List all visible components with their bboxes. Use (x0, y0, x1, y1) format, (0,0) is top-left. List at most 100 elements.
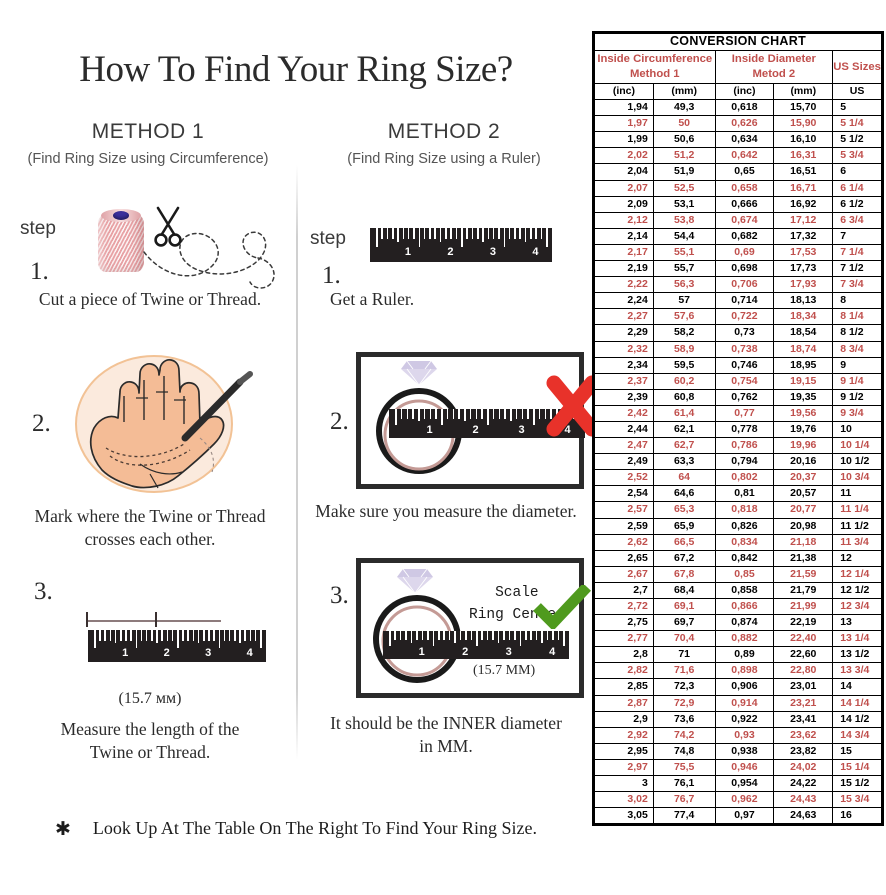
table-cell: 2,92 (594, 726, 654, 744)
table-cell: 0,722 (714, 308, 775, 326)
ruler-tick (249, 630, 252, 641)
table-row: 2,9 73,6 0,922 23,41 14 1/2 (594, 710, 882, 728)
table-cell: 0,682 (714, 227, 775, 245)
table-cell: 8 (832, 292, 882, 310)
table-cell: 10 (832, 420, 882, 439)
table-cell: 2,65 (594, 549, 654, 567)
table-cell: 5 (832, 99, 882, 117)
ruler-tick (208, 630, 210, 641)
ruler-tick (418, 228, 421, 247)
table-cell: 24,02 (773, 758, 834, 777)
ruler-tick (434, 228, 437, 240)
table-cell: 2,47 (594, 437, 654, 455)
ruler-tick (439, 228, 442, 243)
table-cell: 0,818 (714, 501, 775, 519)
ruler-tick (508, 228, 511, 240)
table-cell: 74,2 (652, 726, 716, 744)
instructions-panel: How To Find Your Ring Size? METHOD 1 (Fi… (0, 0, 592, 895)
table-cell: 60,2 (652, 372, 716, 390)
table-row: 2,8 71 0,89 22,60 13 1/2 (594, 646, 882, 664)
table-cell: 0,946 (714, 758, 775, 777)
table-cell: 50,6 (652, 131, 716, 149)
table-cell: 14 1/2 (832, 710, 882, 728)
ruler-number: 2 (462, 645, 469, 658)
table-cell: 0,794 (714, 453, 775, 471)
table-cell: 14 (832, 678, 882, 696)
table-cell: 0,786 (714, 437, 775, 455)
thread-mark-start (86, 612, 88, 627)
table-cell: 0,874 (714, 614, 775, 632)
ruler-number: 3 (518, 424, 525, 437)
table-cell: 23,82 (773, 742, 834, 760)
ruler-tick (504, 409, 506, 419)
method-2-step-1-number: 1. (322, 262, 341, 289)
table-cell: 58,2 (652, 324, 716, 342)
ruler-tick (437, 631, 440, 641)
table-cell: 74,8 (652, 742, 716, 760)
ruler-tick (448, 631, 451, 641)
table-cell: 2,87 (594, 694, 654, 712)
ruler-tick (535, 631, 538, 641)
table-row: 2,07 52,5 0,658 16,71 6 1/4 (594, 179, 882, 197)
table-cell: 76,1 (652, 775, 716, 793)
table-cell: 1,99 (594, 131, 654, 149)
ruler-tick (461, 228, 463, 247)
table-cell: 14 3/4 (832, 726, 882, 744)
ruler-tick (550, 409, 552, 419)
table-cell: 71,6 (652, 662, 716, 680)
table-cell: 2,85 (594, 678, 654, 696)
method-1-step-2-caption: Mark where the Twine or Thread crosses e… (18, 505, 282, 551)
table-cell: 19,96 (773, 437, 834, 455)
method-2-step-3-caption: It should be the INNER diameter in MM. (300, 712, 592, 758)
table-cell: 17,12 (773, 211, 834, 229)
ruler-tick (530, 631, 532, 641)
table-cell: 2,49 (594, 453, 654, 471)
table-row: 2,77 70,4 0,882 22,40 13 1/4 (594, 630, 882, 648)
ruler-number: 4 (246, 646, 253, 659)
table-row: 2,62 66,5 0,834 21,18 11 3/4 (594, 533, 882, 551)
table-cell: 2,29 (594, 324, 654, 342)
table-cell: 0,73 (714, 324, 775, 342)
ruler-tick (530, 228, 532, 240)
table-cell: 0,69 (714, 243, 775, 262)
method-2-measurement: (15.7 MM) (473, 663, 536, 678)
ruler-tick (471, 228, 474, 240)
ruler-tick (432, 631, 435, 647)
method-1-header: METHOD 1 (Find Ring Size using Circumfer… (0, 120, 296, 167)
ruler-tick (109, 630, 112, 641)
ruler-tick (514, 631, 516, 641)
table-cell: 2,97 (594, 758, 654, 777)
ruler-tick (197, 630, 200, 644)
wrong-cross-icon (546, 375, 600, 437)
table-cell: 2,39 (594, 388, 654, 406)
table-cell: 0,89 (714, 646, 775, 664)
table-cell: 5 1/2 (832, 131, 882, 149)
table-header: CONVERSION CHART Inside Circumference Met… (594, 33, 882, 101)
table-cell: 19,56 (773, 404, 834, 422)
table-cell: 2,22 (594, 276, 654, 294)
table-row: 2,12 53,8 0,674 17,12 6 3/4 (594, 211, 882, 229)
table-cell: 2,67 (594, 565, 654, 583)
table-cell: 0,778 (714, 420, 775, 439)
table-cell: 62,7 (652, 437, 716, 455)
ruler-tick (524, 631, 527, 641)
table-cell: 10 1/4 (832, 437, 882, 455)
ruler-tick (412, 409, 414, 419)
table-cell: 5 3/4 (832, 147, 882, 165)
table-cell: 64 (652, 469, 716, 487)
ruler-tick (541, 631, 543, 643)
table-cell: 0,922 (714, 710, 775, 728)
ruler-tick (464, 409, 466, 422)
ruler-tick (389, 631, 391, 647)
table-cell: 58,9 (652, 340, 716, 358)
table-cell: 0,674 (714, 211, 775, 229)
ruler-tick (455, 228, 458, 240)
ruler-tick (546, 631, 549, 641)
table-cell: 15,90 (773, 115, 834, 133)
table-row: 2,54 64,6 0,81 20,57 11 (594, 485, 882, 503)
table-cell: 2,07 (594, 179, 654, 197)
table-row: 3,02 76,7 0,962 24,43 15 3/4 (594, 791, 882, 809)
table-cell: 52,5 (652, 179, 716, 197)
ruler-tick (151, 630, 153, 641)
table-cell: 3 (594, 775, 654, 793)
